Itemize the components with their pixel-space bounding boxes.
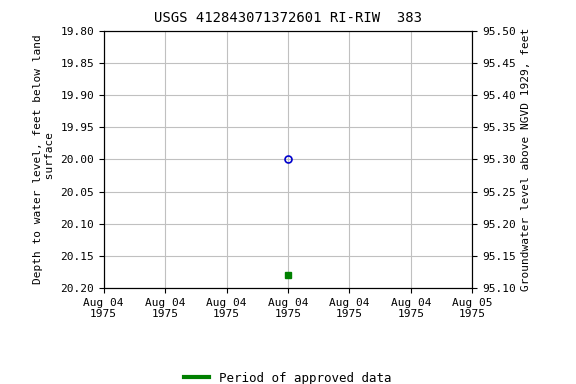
- Y-axis label: Depth to water level, feet below land
 surface: Depth to water level, feet below land su…: [33, 35, 55, 284]
- Y-axis label: Groundwater level above NGVD 1929, feet: Groundwater level above NGVD 1929, feet: [521, 28, 531, 291]
- Legend: Period of approved data: Period of approved data: [179, 367, 397, 384]
- Title: USGS 412843071372601 RI-RIW  383: USGS 412843071372601 RI-RIW 383: [154, 12, 422, 25]
